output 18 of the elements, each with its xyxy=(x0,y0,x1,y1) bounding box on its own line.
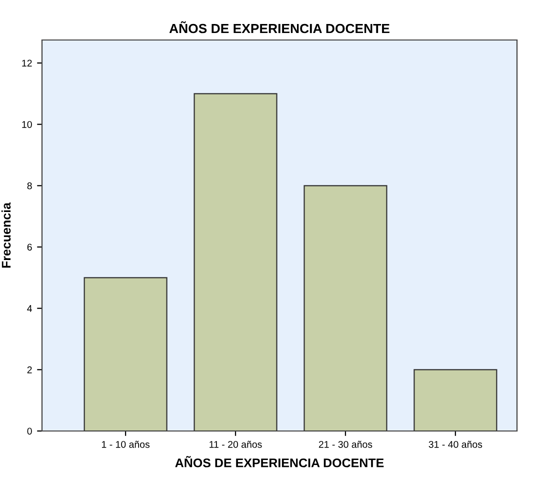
x-tick-label: 1 - 10 años xyxy=(102,440,150,448)
y-tick-label: 10 xyxy=(22,121,32,128)
y-tick-label: 6 xyxy=(27,244,32,251)
bar xyxy=(414,369,498,431)
x-axis-title: AÑOS DE EXPERIENCIA DOCENTE xyxy=(175,456,384,468)
y-tick-label: 4 xyxy=(27,305,32,312)
x-tick-label: 31 - 40 años xyxy=(428,440,482,448)
y-tick-label: 8 xyxy=(27,182,32,190)
bar xyxy=(304,185,388,431)
y-axis-title: Frecuencia xyxy=(1,202,11,268)
x-tick-label: 21 - 30 años xyxy=(318,440,372,448)
bar xyxy=(84,277,168,431)
chart-title: AÑOS DE EXPERIENCIA DOCENTE xyxy=(169,21,390,34)
bar xyxy=(194,93,278,431)
y-tick-label: 2 xyxy=(27,366,32,374)
y-tick-label: 0 xyxy=(27,428,32,435)
y-tick-label: 12 xyxy=(22,60,32,67)
x-tick-label: 11 - 20 años xyxy=(210,440,262,448)
